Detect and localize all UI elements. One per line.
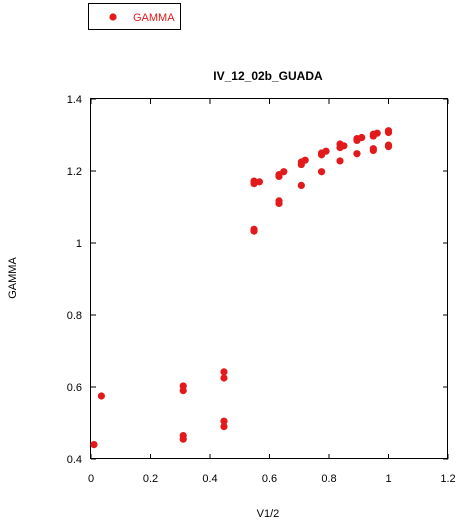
data-point xyxy=(220,423,228,431)
y-tick-label: 1.2 xyxy=(67,166,82,178)
data-point xyxy=(317,168,326,176)
x-tick-label: 0.2 xyxy=(143,473,158,485)
data-point xyxy=(353,150,361,158)
legend-marker xyxy=(109,13,117,21)
y-tick-label: 1.4 xyxy=(67,94,82,106)
y-tick-label: 1 xyxy=(76,238,82,250)
data-point xyxy=(250,225,258,233)
data-point xyxy=(97,392,106,400)
plot-frame xyxy=(90,98,448,459)
data-point xyxy=(179,435,187,443)
data-point xyxy=(322,147,330,155)
data-point xyxy=(179,382,187,390)
y-tick-label: 0.8 xyxy=(67,310,82,322)
y-axis-ticks: 0.4 0.6 0.8 1 1.2 1.4 xyxy=(67,94,448,466)
data-point xyxy=(220,417,228,425)
y-tick-label: 0.6 xyxy=(67,382,82,394)
chart-title: IV_12_02b_GUADA xyxy=(213,69,323,83)
y-tick-label: 0.4 xyxy=(67,454,82,466)
data-point xyxy=(369,145,377,153)
data-point xyxy=(280,168,288,176)
data-point xyxy=(255,178,263,186)
x-axis-ticks: 0 0.2 0.4 0.6 0.8 1 1.2 xyxy=(88,99,456,485)
data-point xyxy=(220,374,228,382)
x-axis-label: V1/2 xyxy=(257,508,280,520)
legend: GAMMA xyxy=(88,3,181,30)
data-point xyxy=(384,141,393,149)
legend-label: GAMMA xyxy=(133,12,175,24)
data-point xyxy=(301,156,309,164)
data-points xyxy=(90,127,393,449)
x-tick-label: 0 xyxy=(88,473,94,485)
x-tick-label: 1 xyxy=(385,473,391,485)
legend-box xyxy=(88,3,181,30)
data-point xyxy=(336,157,344,165)
x-tick-label: 0.4 xyxy=(202,473,217,485)
data-point xyxy=(384,127,393,135)
data-point xyxy=(275,197,283,205)
data-point xyxy=(340,142,348,150)
x-tick-label: 0.6 xyxy=(262,473,277,485)
data-point xyxy=(220,368,228,376)
x-tick-label: 0.8 xyxy=(321,473,336,485)
x-tick-label: 1.2 xyxy=(440,473,455,485)
data-point xyxy=(373,129,381,137)
data-point xyxy=(358,133,366,142)
data-point xyxy=(297,181,305,189)
y-axis-label: GAMMA xyxy=(7,257,19,299)
data-point xyxy=(90,441,98,449)
data-point xyxy=(250,177,258,185)
